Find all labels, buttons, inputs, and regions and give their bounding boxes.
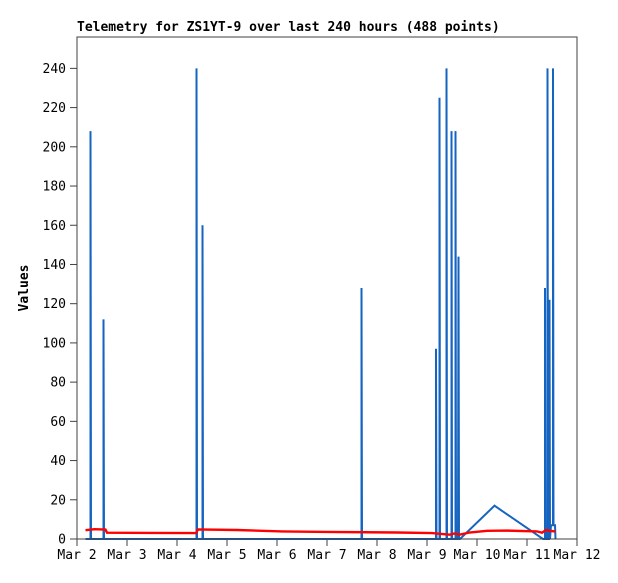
data-series	[85, 68, 557, 540]
y-tick-label: 180	[43, 180, 66, 195]
y-tick-label: 240	[43, 62, 66, 77]
x-tick-label: Mar 8	[357, 548, 396, 563]
axis-ticks: 0 20 40 60 80 100 120 140 160 180 200 220 240 Mar 2 Ma…	[43, 62, 601, 563]
y-tick-label: 160	[43, 219, 66, 234]
x-tick-label: Mar 3	[107, 548, 146, 563]
y-tick-label: 220	[43, 101, 66, 116]
y-tick-label: 20	[50, 493, 66, 508]
x-tick-label: Mar 6	[257, 548, 296, 563]
x-tick-label: Mar 10	[454, 548, 501, 563]
y-tick-label: 40	[50, 454, 66, 469]
x-tick-label: Mar 11	[504, 548, 551, 563]
series-line-telemetry-values	[85, 68, 557, 540]
x-tick-label: Mar 12	[554, 548, 601, 563]
y-tick-label: 0	[58, 533, 66, 548]
x-tick-label: Mar 7	[307, 548, 346, 563]
x-tick-label: Mar 4	[157, 548, 196, 563]
y-tick-label: 120	[43, 297, 66, 312]
plot-border	[76, 36, 578, 540]
x-tick-label: Mar 2	[57, 548, 96, 563]
series-line-smoothed-average	[85, 527, 556, 536]
x-tick-label: Mar 9	[407, 548, 446, 563]
x-tick-label: Mar 5	[207, 548, 246, 563]
y-axis-label: Values	[17, 265, 32, 312]
y-tick-label: 200	[43, 140, 66, 155]
y-tick-label: 140	[43, 258, 66, 273]
y-tick-label: 80	[50, 376, 66, 391]
y-tick-label: 100	[43, 336, 66, 351]
chart-title: Telemetry for ZS1YT-9 over last 240 hour…	[77, 20, 500, 35]
y-tick-label: 60	[50, 415, 66, 430]
